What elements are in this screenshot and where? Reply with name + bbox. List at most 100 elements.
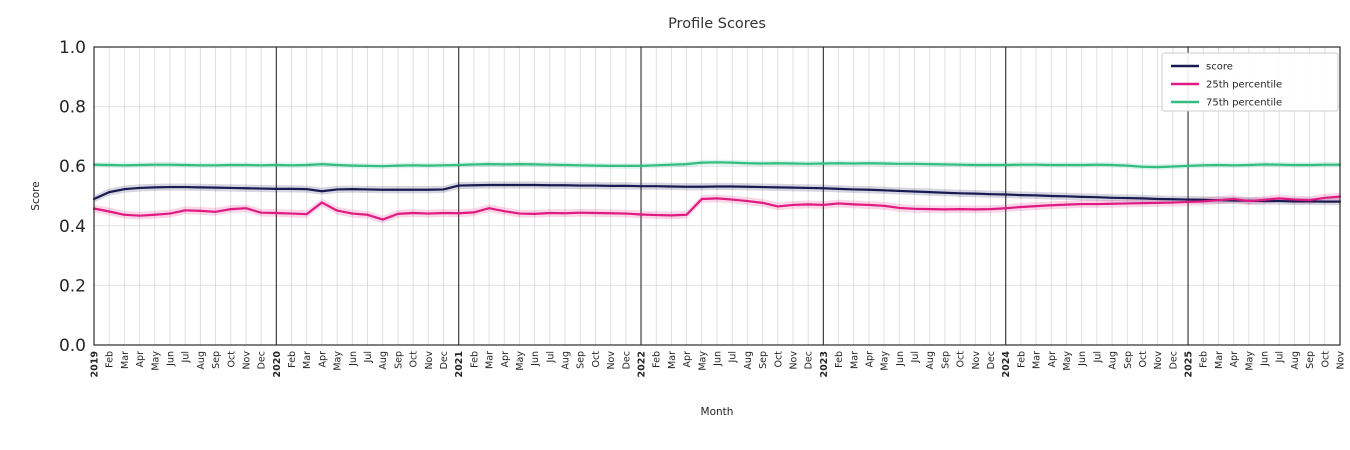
x-tick-label: Jul [545,351,556,363]
x-tick-label: Jun [165,351,176,367]
x-tick-label: Apr [500,351,511,368]
x-tick-label: Jun [348,351,359,367]
x-tick-label: Sep [1123,351,1134,369]
x-tick-label: Apr [682,351,693,368]
series-band-25th-percentile [94,192,1340,224]
x-tick-label: Aug [1108,351,1119,370]
x-tick-label: May [150,351,161,371]
x-tick-label: Oct [773,351,784,368]
x-tick-label: Mar [1032,351,1043,369]
series-line-75th-percentile [92,161,1342,169]
x-tick-label: Mar [1214,351,1225,369]
x-tick-label: Dec [804,351,815,369]
x-tick-label: Jul [728,351,739,363]
x-tick-label: Sep [758,351,769,369]
x-tick-label: Aug [561,351,572,370]
x-tick-label: Apr [317,351,328,368]
x-tick-label: Dec [1168,351,1179,369]
x-tick-label: Mar [485,351,496,369]
x-tick-label: Oct [956,351,967,368]
x-tick-label: Nov [1153,351,1164,370]
y-tick-label: 0.6 [59,157,86,177]
x-tick-label: Nov [1336,351,1347,370]
x-tick-label: Mar [120,351,131,369]
x-tick-label: May [515,351,526,371]
x-tick-label: Jul [363,351,374,363]
x-tick-label: Oct [1138,351,1149,368]
x-tick-label: 2021 [454,351,465,377]
x-tick-label: Sep [1305,351,1316,369]
x-tick-label: May [333,351,344,371]
y-tick-label: 0.2 [59,276,86,296]
chart-title: Profile Scores [668,16,766,32]
x-tick-label: Jul [910,351,921,363]
x-tick-label: Feb [287,351,298,368]
x-tick-label: May [1062,351,1073,371]
x-tick-label: Jul [181,351,192,363]
x-tick-label: Apr [135,351,146,368]
series-band-75th-percentile [94,159,1340,170]
x-tick-label: 2024 [1001,351,1012,378]
x-tick-label: Jun [1260,351,1271,367]
x-tick-label: Dec [439,351,450,369]
x-tick-label: Aug [1290,351,1301,370]
y-tick-label: 0.8 [59,98,86,118]
x-axis-label: Month [700,406,734,418]
y-tick-label: 1.0 [59,38,86,58]
x-tick-label: Jun [895,351,906,367]
x-tick-label: Aug [196,351,207,370]
x-tick-label: Jun [530,351,541,367]
series-band-score [94,181,1340,206]
x-tick-label: Mar [667,351,678,369]
x-tick-label: Aug [378,351,389,370]
x-tick-label: Nov [424,351,435,370]
x-tick-label: 2019 [90,351,101,377]
plot-border [93,46,1341,346]
x-tick-label: Nov [606,351,617,370]
x-tick-label: Oct [226,351,237,368]
x-tick-label: Aug [925,351,936,370]
x-tick-label: Nov [788,351,799,370]
x-tick-label: Dec [257,351,268,369]
x-tick-label: Mar [849,351,860,369]
series-line-score [92,183,1342,203]
series-line-25th-percentile [92,195,1342,221]
x-tick-label: Sep [576,351,587,369]
x-tick-label: Sep [940,351,951,369]
x-tick-label: Sep [393,351,404,369]
x-tick-label: Dec [621,351,632,369]
x-tick-label: 2025 [1184,351,1195,377]
x-tick-label: Mar [302,351,313,369]
legend-label-score: score [1206,62,1233,73]
x-tick-label: 2020 [272,351,283,378]
y-tick-label: 0.4 [59,217,86,237]
x-tick-label: Feb [1199,351,1210,368]
x-tick-label: May [697,351,708,371]
x-tick-label: Apr [864,351,875,368]
legend-label-25th-percentile: 25th percentile [1206,80,1282,91]
x-tick-label: Nov [241,351,252,370]
x-tick-label: Apr [1229,351,1240,368]
x-tick-label: Feb [652,351,663,368]
x-tick-label: Oct [409,351,420,368]
x-tick-label: Jul [1275,351,1286,363]
y-tick-label: 0.0 [59,336,86,356]
x-tick-label: May [1244,351,1255,371]
x-tick-label: Jun [713,351,724,367]
x-tick-label: Feb [469,351,480,368]
legend [1161,52,1339,112]
x-tick-label: Aug [743,351,754,370]
x-tick-label: Oct [591,351,602,368]
x-tick-label: Apr [1047,351,1058,368]
x-tick-label: Jun [1077,351,1088,367]
legend-label-75th-percentile: 75th percentile [1206,98,1282,109]
x-tick-label: Jul [1092,351,1103,363]
x-tick-label: 2023 [819,351,830,377]
x-tick-label: Sep [211,351,222,369]
x-tick-label: Oct [1320,351,1331,368]
x-tick-label: Feb [105,351,116,368]
x-tick-label: 2022 [637,351,648,377]
x-tick-label: Nov [971,351,982,370]
